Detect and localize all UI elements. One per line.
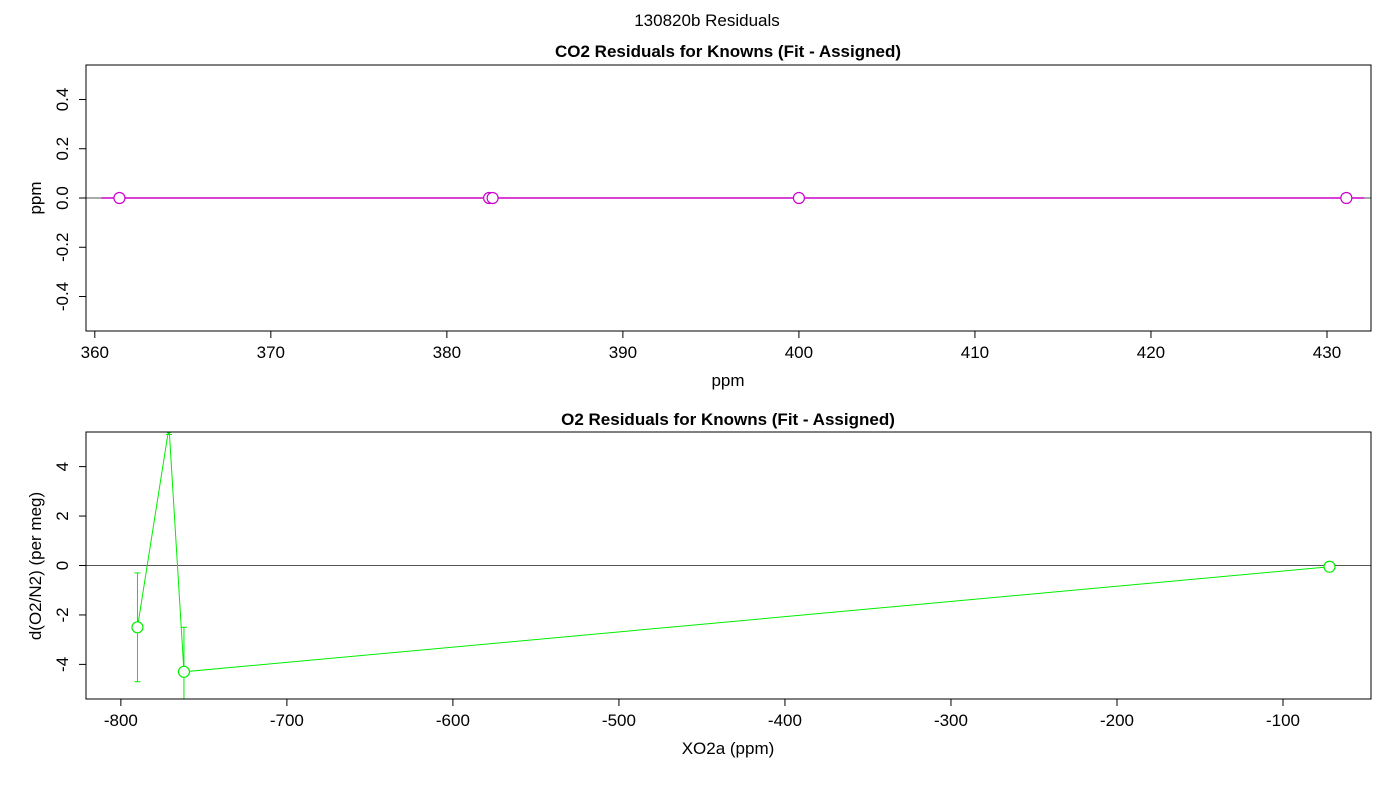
co2-data-point (113, 191, 126, 205)
co2-y-axis: -0.4 -0.2 0.0 0.2 0.4 (53, 88, 87, 311)
co2-x-tick-label: 360 (81, 343, 109, 362)
o2-y-axis-label: d(O2/N2) (per meg) (26, 492, 45, 640)
co2-x-tick-label: 400 (785, 343, 813, 362)
co2-data-point (486, 191, 499, 205)
o2-y-tick-label: -2 (53, 607, 72, 622)
co2-y-tick-label: -0.4 (53, 282, 72, 311)
o2-chart-title: O2 Residuals for Knowns (Fit - Assigned) (561, 410, 895, 429)
o2-x-tick-label: -300 (934, 711, 968, 730)
o2-x-tick-label: -200 (1100, 711, 1134, 730)
co2-residuals-panel: CO2 Residuals for Knowns (Fit - Assigned… (26, 42, 1372, 390)
o2-data-point (131, 621, 144, 634)
co2-data-point (1340, 191, 1353, 205)
co2-y-axis-label: ppm (26, 181, 45, 214)
o2-x-axis: -800 -700 -600 -500 -400 -300 -200 -100 (104, 698, 1300, 730)
o2-series-layer (131, 432, 1336, 699)
co2-x-axis-label: ppm (711, 371, 744, 390)
co2-data-point (792, 191, 806, 205)
co2-y-tick-label: 0.4 (53, 88, 72, 112)
co2-y-tick-label: 0.0 (53, 186, 72, 210)
o2-y-tick-label: -4 (53, 657, 72, 672)
o2-x-tick-label: -800 (104, 711, 138, 730)
co2-x-tick-label: 370 (257, 343, 285, 362)
o2-y-axis: -4 -2 0 2 4 (53, 462, 87, 672)
o2-x-tick-label: -500 (602, 711, 636, 730)
o2-x-tick-label: -700 (270, 711, 304, 730)
co2-chart-title: CO2 Residuals for Knowns (Fit - Assigned… (555, 42, 901, 61)
o2-x-tick-label: -400 (768, 711, 802, 730)
co2-series-layer (101, 191, 1365, 205)
co2-x-tick-label: 420 (1137, 343, 1165, 362)
o2-y-tick-label: 2 (53, 511, 72, 520)
o2-data-point (165, 432, 173, 434)
o2-series-line (136, 432, 1330, 673)
co2-x-axis: 360 370 380 390 400 410 420 430 (81, 330, 1341, 362)
o2-data-point (1323, 560, 1336, 573)
co2-x-tick-label: 380 (433, 343, 461, 362)
co2-y-tick-label: -0.2 (53, 233, 72, 262)
o2-y-tick-label: 0 (53, 561, 72, 570)
o2-x-axis-label: XO2a (ppm) (682, 739, 775, 758)
co2-x-tick-label: 390 (609, 343, 637, 362)
o2-x-tick-label: -600 (436, 711, 470, 730)
o2-data-point (177, 665, 191, 678)
o2-y-tick-label: 4 (53, 462, 72, 471)
o2-x-tick-label: -100 (1266, 711, 1300, 730)
co2-x-tick-label: 410 (961, 343, 989, 362)
page-title: 130820b Residuals (634, 11, 780, 30)
co2-x-tick-label: 430 (1313, 343, 1341, 362)
o2-residuals-panel: O2 Residuals for Knowns (Fit - Assigned)… (26, 410, 1372, 758)
co2-y-tick-label: 0.2 (53, 137, 72, 161)
